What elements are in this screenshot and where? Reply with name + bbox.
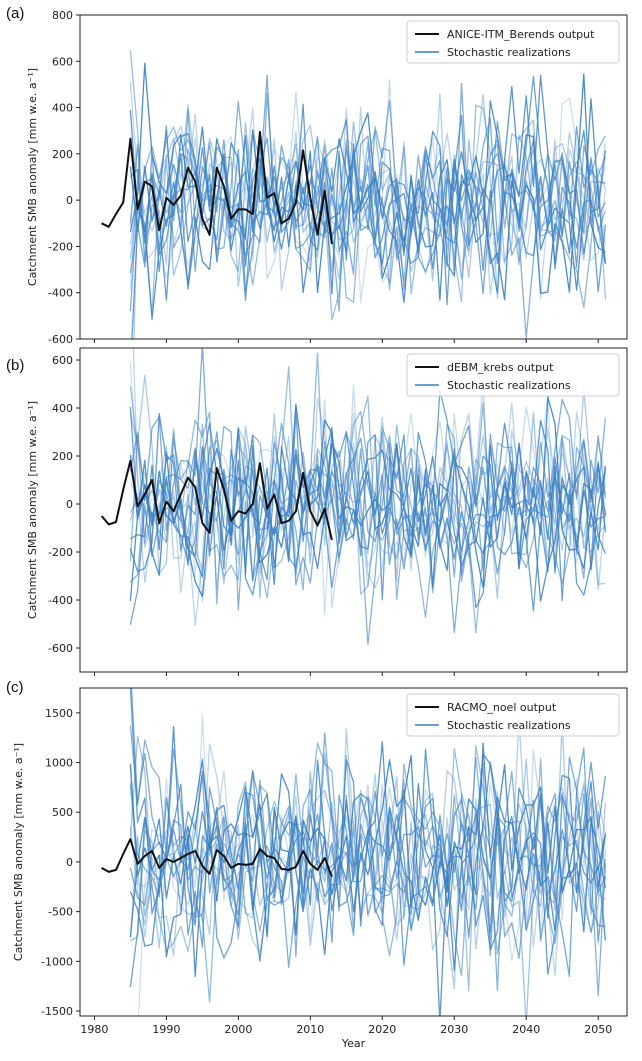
y-tick-label: 1000 [45, 757, 73, 770]
legend: dEBM_krebs output Stochastic realizations [406, 353, 620, 397]
realization-line [129, 754, 607, 958]
legend: ANICE-ITM_Berends output Stochastic reali… [406, 20, 620, 64]
y-tick-label: 1500 [45, 707, 73, 720]
y-tick-label: 200 [52, 148, 73, 161]
y-tick-label: 400 [52, 102, 73, 115]
axes-frame [79, 347, 628, 673]
x-tick-label: 2010 [296, 1023, 324, 1036]
model-output-line [101, 130, 333, 245]
y-tick-label: -400 [48, 594, 73, 607]
model-output-line [100, 459, 333, 541]
realization-line [129, 50, 607, 321]
realization-line [129, 93, 607, 300]
y-tick-label: 0 [66, 856, 73, 869]
realization-line [129, 92, 606, 339]
y-tick-label: -600 [48, 333, 73, 346]
x-tick-label: 2030 [440, 1023, 468, 1036]
realization-line [129, 74, 607, 320]
realization-line [129, 396, 607, 598]
y-tick-label: -600 [48, 642, 73, 655]
realization-line [129, 742, 607, 1003]
legend-box [406, 20, 620, 64]
chart-panel-2: (b) -600 -400 -200 0 200 400 600 Catchment SMB a… [6, 347, 628, 676]
y-tick-label: -400 [48, 287, 73, 300]
plot-area [101, 688, 607, 1016]
axes-frame [79, 14, 628, 340]
realization-line [129, 413, 606, 583]
axes-frame [79, 687, 628, 1017]
realization-line [129, 434, 607, 625]
realization-line [130, 419, 606, 574]
realization-line [129, 75, 607, 306]
realization-line [129, 432, 607, 602]
realization-line [129, 97, 607, 304]
realization-line [129, 352, 607, 619]
y-tick-label: 600 [52, 55, 73, 68]
realization-line [129, 747, 606, 978]
x-tick-label: 1990 [152, 1023, 180, 1036]
y-tick-label: -1500 [41, 1005, 73, 1018]
y-tick-label: 600 [52, 354, 73, 367]
realization-line [129, 348, 607, 634]
y-tick-label: 500 [52, 806, 73, 819]
realization-line [129, 725, 607, 1016]
x-tick-label: 2000 [224, 1023, 252, 1036]
y-tick-label: -1000 [41, 955, 73, 968]
realization-line [131, 103, 607, 339]
x-tick-label: 1980 [80, 1023, 108, 1036]
realization-line [129, 761, 607, 988]
legend-label-model: RACMO_noel output [447, 701, 557, 714]
model-output-line [101, 838, 333, 878]
y-tick-label: -200 [48, 546, 73, 559]
legend-label-model: dEBM_krebs output [447, 361, 554, 374]
realization-line [129, 98, 607, 304]
y-tick-label: 200 [52, 450, 73, 463]
legend: RACMO_noel output Stochastic realizations [406, 693, 620, 737]
y-tick-label: 800 [52, 9, 73, 22]
realization-line [129, 81, 607, 296]
realization-line [129, 120, 606, 295]
realization-line [129, 743, 607, 977]
legend-label-realizations: Stochastic realizations [447, 379, 571, 392]
legend-label-realizations: Stochastic realizations [447, 46, 571, 59]
y-axis-label: Catchment SMB anomaly [mm w.e. a⁻¹] [12, 743, 25, 961]
plot-area [100, 348, 607, 646]
plot-area [101, 50, 607, 339]
x-axis-label: Year [341, 1037, 366, 1050]
chart-panel-1: (a) -600 -400 -200 0 200 400 600 800 Catchment SM… [6, 5, 628, 346]
realization-line [129, 412, 607, 609]
y-tick-label: 0 [66, 194, 73, 207]
legend-box [406, 353, 620, 397]
realization-line [129, 735, 607, 1016]
chart-panel-3: (c) -1500 -1000 -500 0 500 1000 1500 1980 1990 200… [6, 679, 628, 1050]
y-tick-label: 0 [66, 498, 73, 511]
y-axis-label: Catchment SMB anomaly [mm w.e. a⁻¹] [26, 401, 39, 619]
x-tick-label: 2050 [584, 1023, 612, 1036]
panel-label: (c) [6, 679, 24, 696]
x-tick-label: 2020 [368, 1023, 396, 1036]
y-tick-label: 400 [52, 402, 73, 415]
realization-line [129, 62, 606, 301]
legend-box [406, 693, 620, 737]
realization-line [129, 74, 606, 312]
legend-label-model: ANICE-ITM_Berends output [447, 28, 595, 41]
x-tick-label: 2040 [512, 1023, 540, 1036]
y-axis-label: Catchment SMB anomaly [mm w.e. a⁻¹] [26, 68, 39, 286]
panel-label: (a) [6, 5, 24, 22]
legend-label-realizations: Stochastic realizations [447, 719, 571, 732]
y-tick-label: -200 [48, 240, 73, 253]
y-tick-label: -500 [48, 906, 73, 919]
panel-label: (b) [6, 357, 24, 374]
